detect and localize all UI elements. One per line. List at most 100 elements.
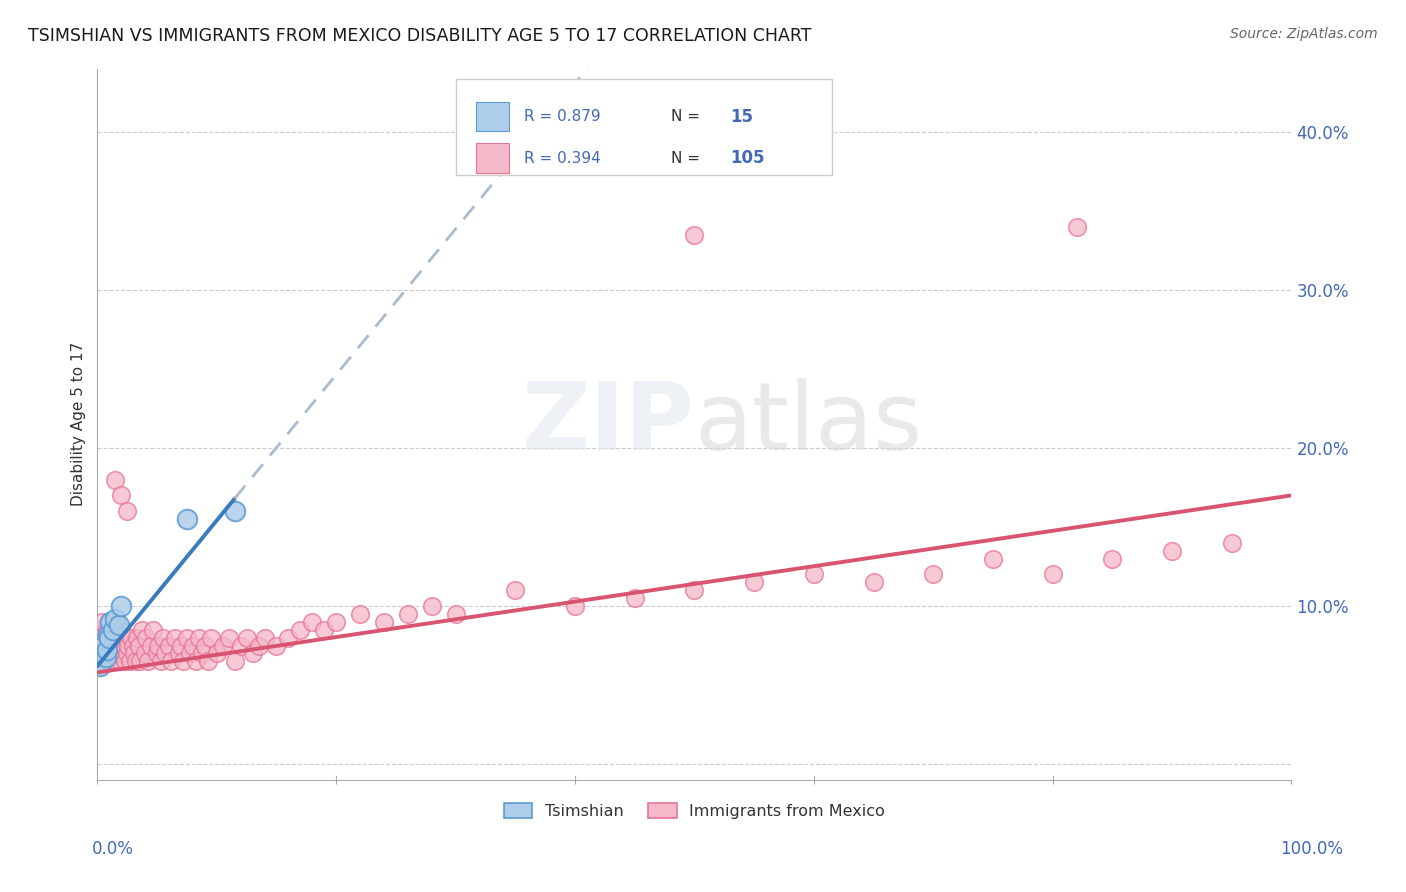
Point	[247, 639, 270, 653]
Point	[91, 639, 114, 653]
Point	[91, 647, 114, 661]
Point	[110, 488, 132, 502]
Text: 105: 105	[730, 149, 765, 168]
Point	[149, 654, 172, 668]
Point	[186, 654, 208, 668]
Point	[115, 631, 138, 645]
Point	[373, 615, 395, 629]
Text: TSIMSHIAN VS IMMIGRANTS FROM MEXICO DISABILITY AGE 5 TO 17 CORRELATION CHART: TSIMSHIAN VS IMMIGRANTS FROM MEXICO DISA…	[28, 27, 811, 45]
Point	[104, 473, 127, 487]
Point	[176, 631, 198, 645]
Legend: Tsimshian, Immigrants from Mexico: Tsimshian, Immigrants from Mexico	[498, 797, 891, 825]
Point	[94, 649, 117, 664]
Point	[124, 647, 146, 661]
Point	[115, 504, 138, 518]
Point	[125, 631, 148, 645]
Point	[114, 654, 136, 668]
Point	[197, 654, 219, 668]
Point	[187, 631, 209, 645]
Point	[107, 647, 129, 661]
Point	[163, 631, 186, 645]
Point	[1066, 219, 1088, 234]
Point	[224, 504, 246, 518]
Point	[325, 615, 347, 629]
Point	[148, 639, 170, 653]
Point	[104, 631, 127, 645]
Point	[155, 647, 177, 661]
Point	[803, 567, 825, 582]
Point	[205, 647, 228, 661]
FancyBboxPatch shape	[475, 102, 509, 131]
Point	[167, 647, 190, 661]
Point	[90, 647, 112, 661]
Point	[229, 639, 252, 653]
Point	[124, 654, 146, 668]
Point	[104, 612, 127, 626]
Point	[1042, 567, 1064, 582]
Point	[290, 623, 312, 637]
Point	[301, 615, 323, 629]
Point	[112, 639, 135, 653]
Point	[396, 607, 419, 621]
Point	[129, 654, 152, 668]
Point	[104, 654, 127, 668]
Point	[1220, 536, 1243, 550]
Point	[277, 631, 299, 645]
Point	[683, 583, 706, 598]
Point	[142, 623, 165, 637]
Point	[134, 647, 156, 661]
Point	[742, 575, 765, 590]
Point	[97, 647, 120, 661]
Point	[181, 639, 204, 653]
Point	[90, 654, 112, 668]
Point	[420, 599, 443, 613]
Point	[100, 615, 122, 629]
Point	[564, 599, 586, 613]
Point	[90, 623, 112, 637]
Point	[93, 631, 115, 645]
Point	[93, 639, 115, 653]
Point	[1101, 551, 1123, 566]
Point	[96, 639, 118, 653]
Point	[100, 639, 122, 653]
Point	[194, 639, 217, 653]
Text: R = 0.879: R = 0.879	[523, 109, 600, 124]
Point	[89, 659, 111, 673]
Point	[96, 623, 118, 637]
Point	[128, 639, 150, 653]
FancyBboxPatch shape	[456, 79, 832, 175]
Point	[224, 654, 246, 668]
Point	[218, 631, 240, 645]
Point	[115, 647, 138, 661]
Point	[108, 639, 131, 653]
Point	[86, 639, 108, 653]
Point	[108, 618, 131, 632]
Point	[105, 615, 128, 629]
Point	[98, 631, 121, 645]
Point	[122, 639, 145, 653]
Point	[172, 654, 194, 668]
Point	[131, 623, 153, 637]
Point	[200, 631, 222, 645]
Point	[1161, 543, 1184, 558]
Point	[152, 631, 174, 645]
Point	[91, 615, 114, 629]
Point	[110, 599, 132, 613]
Text: Source: ZipAtlas.com: Source: ZipAtlas.com	[1230, 27, 1378, 41]
Point	[139, 639, 162, 653]
Text: N =: N =	[671, 109, 704, 124]
Point	[135, 631, 157, 645]
Point	[103, 639, 125, 653]
Point	[191, 647, 214, 661]
Text: R = 0.394: R = 0.394	[523, 151, 600, 166]
Point	[110, 623, 132, 637]
Point	[120, 631, 142, 645]
Point	[157, 639, 180, 653]
Point	[100, 623, 122, 637]
Point	[94, 654, 117, 668]
Point	[266, 639, 288, 653]
Point	[89, 631, 111, 645]
Point	[110, 631, 132, 645]
Text: N =: N =	[671, 151, 704, 166]
FancyBboxPatch shape	[475, 144, 509, 173]
